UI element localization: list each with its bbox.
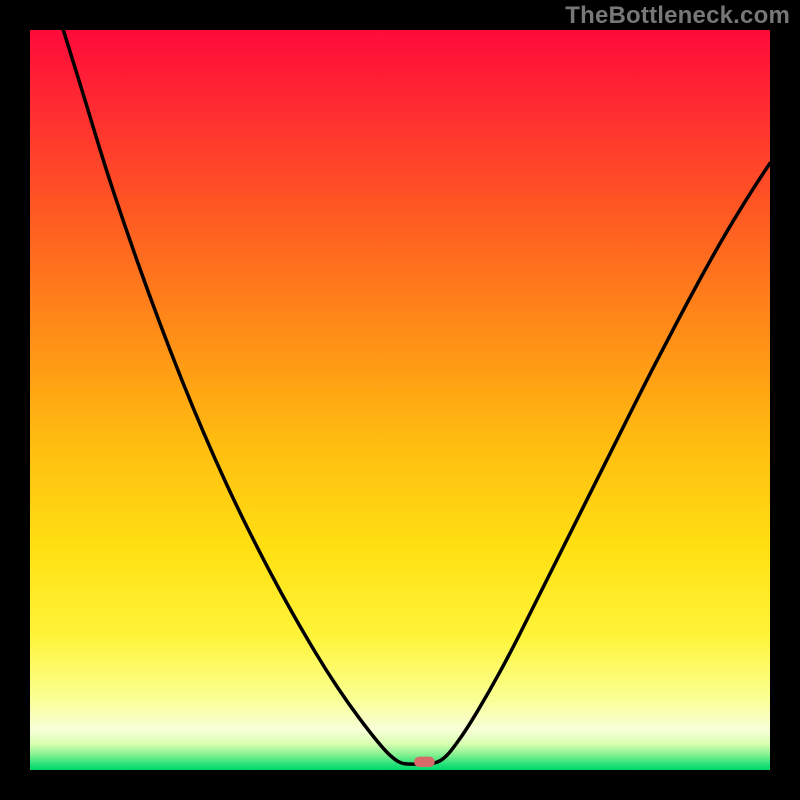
bottleneck-chart: TheBottleneck.com [0,0,800,800]
watermark-text: TheBottleneck.com [565,2,790,30]
chart-canvas [0,0,800,800]
plot-background-gradient [30,30,770,770]
optimal-marker [414,757,435,767]
